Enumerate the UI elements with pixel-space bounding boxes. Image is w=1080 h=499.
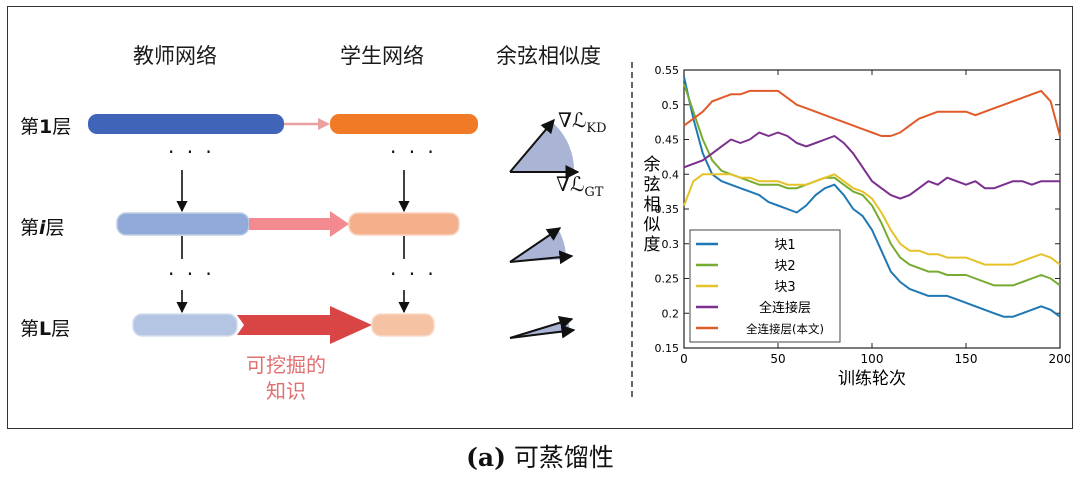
legend-label-1: 块1 bbox=[774, 238, 795, 253]
y-tick-label: 0.55 bbox=[655, 64, 680, 77]
ellipsis-student-2: · · · bbox=[390, 262, 437, 286]
legend-label-5: 全连接层(本文) bbox=[746, 322, 824, 336]
cosine-wedge-1 bbox=[510, 122, 575, 172]
transfer-arrow-L bbox=[237, 306, 372, 344]
teacher-layer-1-bar bbox=[88, 114, 284, 134]
teacher-network-header: 教师网络 bbox=[133, 44, 217, 68]
layer-i-label: 第i层 bbox=[20, 217, 65, 239]
svg-text:相: 相 bbox=[644, 195, 661, 215]
distillability-diagram bbox=[88, 114, 580, 344]
legend-label-4: 全连接层 bbox=[759, 300, 811, 316]
ellipsis-teacher-2: · · · bbox=[168, 262, 215, 286]
y-tick-label: 0.3 bbox=[662, 238, 680, 251]
svg-text:似: 似 bbox=[644, 215, 661, 235]
series-line-2 bbox=[683, 83, 1061, 287]
layer-1-label: 第1层 bbox=[20, 116, 72, 138]
legend-label-2: 块2 bbox=[774, 259, 795, 274]
x-tick-label: 200 bbox=[1049, 352, 1070, 366]
series-line-4 bbox=[683, 131, 1060, 200]
cosine-similarity-header: 余弦相似度 bbox=[496, 44, 601, 68]
series-line-5 bbox=[683, 89, 1061, 137]
grad-gt-label: ∇ℒGT bbox=[556, 172, 604, 200]
grad-kd-label: ∇ℒKD bbox=[558, 108, 607, 136]
svg-text:弦: 弦 bbox=[644, 175, 661, 195]
x-tick-label: 0 bbox=[680, 352, 688, 366]
y-tick-label: 0.25 bbox=[655, 273, 680, 286]
y-tick-label: 0.5 bbox=[662, 99, 680, 112]
x-tick-label: 100 bbox=[861, 352, 884, 366]
y-tick-label: 0.15 bbox=[655, 342, 680, 355]
figure-frame bbox=[7, 6, 1073, 429]
x-tick-label: 50 bbox=[770, 352, 785, 366]
svg-text:度: 度 bbox=[644, 235, 661, 255]
panel-divider bbox=[631, 62, 633, 397]
student-layer-L-bar bbox=[371, 313, 435, 337]
layer-L-label: 第L层 bbox=[20, 318, 71, 340]
y-tick-label: 0.4 bbox=[662, 168, 680, 181]
student-layer-i-bar bbox=[348, 212, 460, 236]
y-tick-label: 0.45 bbox=[655, 134, 680, 147]
chart-ylabel: 余弦相似度 bbox=[644, 155, 661, 255]
student-layer-1-bar bbox=[330, 114, 478, 134]
y-tick-label: 0.35 bbox=[655, 203, 680, 216]
chart-xlabel: 训练轮次 bbox=[838, 369, 906, 389]
student-network-header: 学生网络 bbox=[340, 44, 424, 68]
mineable-knowledge-label: 可挖掘的 知识 bbox=[246, 353, 326, 403]
teacher-layer-L-bar bbox=[132, 313, 238, 337]
x-tick-label: 150 bbox=[955, 352, 978, 366]
cosine-similarity-chart: 余弦相似度 0.15 0.2 0.25 0.3 0.35 0.4 0.45 0.5 0.55 0 5… bbox=[644, 64, 1071, 389]
legend-label-3: 块3 bbox=[774, 280, 795, 295]
svg-text:余: 余 bbox=[644, 155, 661, 175]
figure-caption: (a) 可蒸馏性 bbox=[466, 443, 614, 472]
y-tick-label: 0.2 bbox=[662, 307, 680, 320]
teacher-layer-i-bar bbox=[116, 212, 250, 236]
series-line-3 bbox=[683, 173, 1061, 266]
ellipsis-student-1: · · · bbox=[390, 140, 437, 164]
ellipsis-teacher-1: · · · bbox=[168, 140, 215, 164]
series-line-1 bbox=[683, 76, 1061, 318]
transfer-arrow-i bbox=[249, 218, 333, 230]
